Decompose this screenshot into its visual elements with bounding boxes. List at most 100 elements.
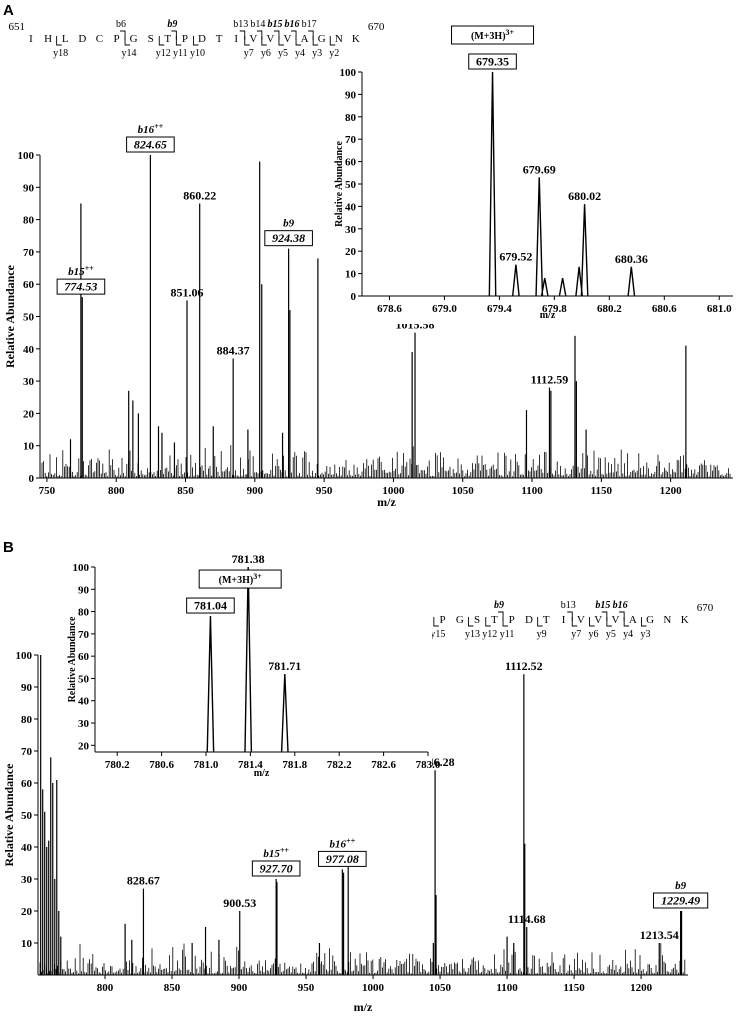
b-ion-bracket	[601, 611, 608, 621]
peak-label: 781.71	[268, 659, 301, 673]
sequence-end: 670	[697, 602, 714, 614]
ion-name: b16	[330, 838, 347, 850]
y-ion-label: y3	[312, 48, 322, 59]
y-axis-label: Relative Abundance	[67, 616, 78, 702]
residue: P	[509, 614, 515, 626]
sequence-start: 651	[9, 21, 26, 33]
peak-label: 1114.68	[508, 912, 546, 926]
precursor-box	[451, 25, 535, 45]
y-ion-label: y12	[482, 629, 497, 640]
y-ion-label: y18	[53, 48, 68, 59]
y-tick-label: 100	[340, 67, 357, 79]
residue: P	[113, 33, 119, 45]
isotope-peak	[575, 266, 583, 297]
x-tick-label: 900	[247, 485, 264, 497]
x-tick-label: 1200	[630, 982, 653, 994]
y-tick-label: 70	[21, 746, 33, 758]
ion-label: b9	[283, 218, 295, 230]
x-axis-label: m/z	[377, 495, 396, 509]
b-ion-label: b6	[116, 19, 126, 30]
b-ion-bracket	[256, 30, 263, 40]
y-ion-bracket	[485, 617, 491, 627]
b-ion-label: b9	[167, 19, 177, 30]
y-ion-bracket	[261, 36, 267, 46]
y-tick-label: 70	[78, 629, 90, 641]
peak-label: 679.69	[523, 162, 556, 176]
x-tick-label: 1000	[382, 485, 405, 497]
y-tick-label: 60	[345, 157, 357, 169]
peak-label-box	[468, 53, 517, 70]
ion-charge: ++	[346, 836, 356, 845]
inset-background	[55, 559, 432, 780]
residue: G	[130, 33, 138, 45]
peak-label: 828.67	[127, 874, 160, 888]
y-ion-bracket	[193, 36, 199, 46]
y-axis-label: Relative Abundance	[2, 763, 16, 867]
isotope-peak	[540, 277, 549, 297]
sequence-end: 670	[368, 21, 385, 33]
residue: V	[284, 33, 292, 45]
b-ion-bracket	[239, 30, 246, 40]
b-ion-bracket	[308, 30, 314, 40]
residue: N	[663, 614, 671, 626]
residue: D	[198, 33, 206, 45]
ion-label: b16++	[330, 836, 356, 850]
y-ion-label: y3	[640, 629, 650, 640]
y-ion-bracket	[589, 617, 595, 627]
residue: D	[78, 33, 86, 45]
y-tick-label: 10	[23, 441, 35, 453]
y-ion-label: y7	[571, 629, 581, 640]
peak-label: 1112.52	[505, 659, 543, 673]
residue: V	[249, 33, 257, 45]
b-ion-bracket	[567, 611, 573, 621]
ion-name: b15	[263, 848, 280, 860]
residue: S	[474, 614, 480, 626]
y-tick-label: 30	[23, 376, 35, 388]
y-ion-label: y13	[465, 629, 480, 640]
peak-label: 851.06	[170, 285, 203, 299]
y-tick-label: 60	[23, 279, 35, 291]
y-tick-label: 90	[78, 584, 90, 596]
peak-label: 1112.59	[531, 373, 569, 387]
y-tick-label: 60	[21, 778, 33, 790]
y-tick-label: 80	[78, 607, 90, 619]
ion-label: b15++	[263, 846, 289, 860]
y-ion-label: y9	[537, 629, 547, 640]
x-axis-label: m/z	[354, 1000, 373, 1014]
y-tick-label: 30	[21, 874, 33, 886]
b-ion-bracket	[291, 30, 297, 40]
y-tick-label: 60	[78, 651, 90, 663]
residue: I	[29, 33, 33, 45]
x-tick-label: 1200	[660, 485, 683, 497]
residue: D	[525, 614, 533, 626]
residue: V	[612, 614, 620, 626]
x-tick-label: 680.2	[597, 303, 622, 315]
y-ion-label: y12	[156, 48, 171, 59]
isotope-peak	[511, 264, 520, 297]
x-tick-label: 800	[97, 982, 114, 994]
y-ion-bracket	[56, 36, 62, 46]
residue: I	[562, 614, 566, 626]
y-tick-label: 50	[21, 810, 33, 822]
y-ion-bracket	[468, 617, 474, 627]
b-ion-bracket	[273, 30, 280, 40]
residue: V	[594, 614, 602, 626]
peak-label: 1213.54	[640, 928, 679, 942]
y-axis-label: Relative Abundance	[3, 264, 17, 368]
y-tick-label: 100	[18, 150, 35, 162]
boxed-peak-label: 824.65	[134, 138, 167, 152]
residue: A	[629, 614, 637, 626]
y-ion-label: y10	[190, 48, 205, 59]
peak-label: 679.52	[499, 250, 532, 264]
y-ion-label: y7	[244, 48, 254, 59]
y-ion-bracket	[537, 617, 543, 627]
y-tick-label: 10	[345, 269, 357, 281]
b-ion-label: b16	[285, 19, 300, 30]
x-tick-label: 782.6	[371, 759, 396, 771]
boxed-peak-label: 774.53	[64, 280, 97, 294]
residue: L	[62, 33, 69, 45]
peak-label-box	[56, 278, 106, 295]
precursor-charge: 3+	[253, 572, 262, 581]
x-tick-label: 678.6	[377, 303, 402, 315]
